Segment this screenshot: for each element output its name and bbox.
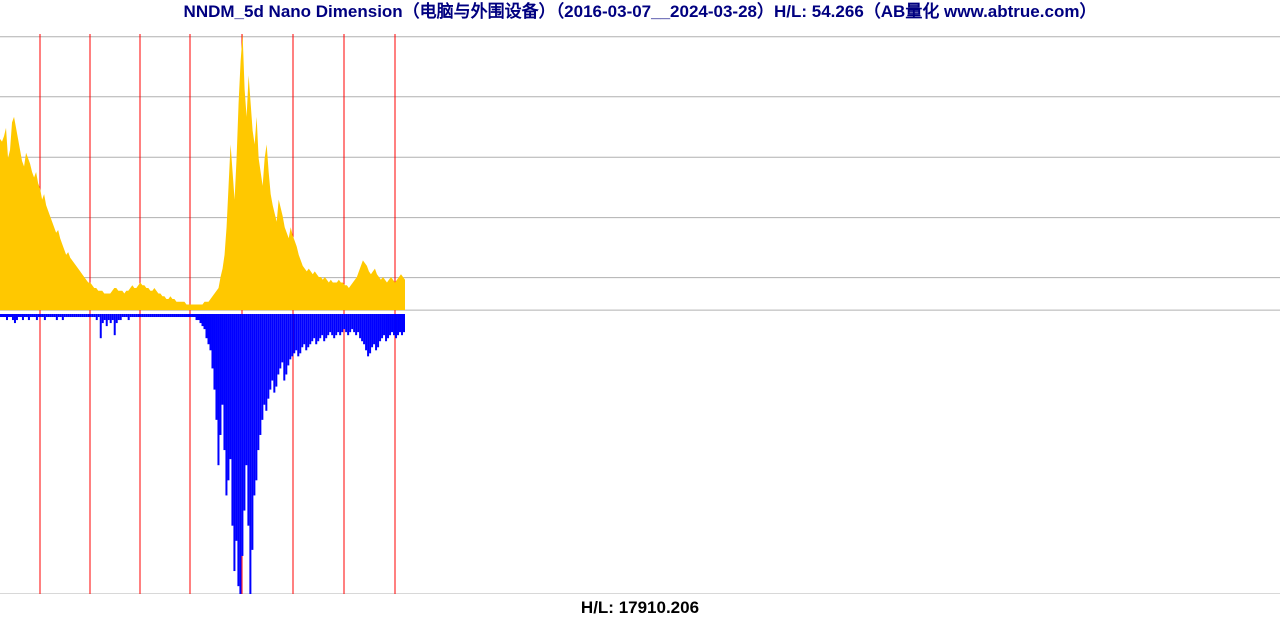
chart-title: NNDM_5d Nano Dimension（电脑与外围设备）（2016-03-…	[0, 0, 1280, 24]
chart-container: NNDM_5d Nano Dimension（电脑与外围设备）（2016-03-…	[0, 0, 1280, 620]
chart-area	[0, 34, 1280, 594]
chart-svg	[0, 34, 1280, 594]
chart-footer: H/L: 17910.206	[0, 596, 1280, 620]
